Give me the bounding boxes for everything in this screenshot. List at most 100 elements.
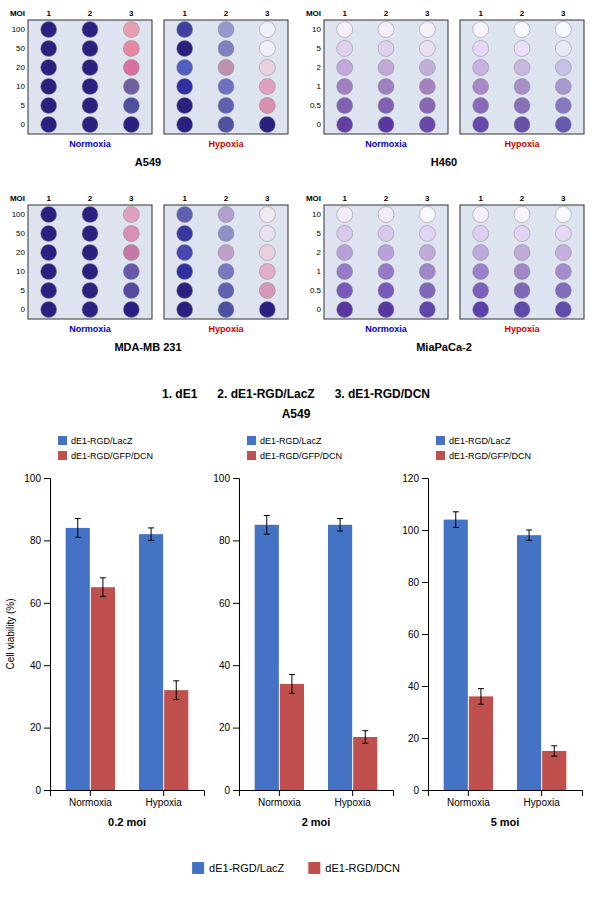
plate-column-label: 2 <box>88 9 93 18</box>
error-bar-stem <box>151 528 152 540</box>
plate-column-label: 1 <box>46 9 51 18</box>
error-bar-cap <box>75 537 81 538</box>
chart-subtitle: A549 <box>282 407 311 421</box>
plate-panel: MOI10050201050123Normoxia123HypoxiaMDA-M… <box>10 194 288 353</box>
well <box>378 60 394 76</box>
well <box>41 22 57 38</box>
axis-line <box>240 791 394 797</box>
well <box>123 22 139 38</box>
well <box>218 60 234 76</box>
plate-row-label: 2 <box>317 63 322 72</box>
well <box>177 264 193 280</box>
well <box>555 207 571 223</box>
plate-row-label: 10 <box>16 267 25 276</box>
well <box>473 245 489 261</box>
error-bar-cap <box>362 730 368 731</box>
axis-line <box>51 791 205 797</box>
y-tick: 20 <box>219 722 239 733</box>
plate-panel: MOI105210.50123Normoxia123HypoxiaMiaPaCa… <box>306 194 584 353</box>
error-bar-cap <box>100 596 106 597</box>
error-bar-cap <box>478 688 484 689</box>
well <box>337 283 353 299</box>
plate-row-label: 20 <box>16 63 25 72</box>
well <box>473 98 489 114</box>
legend-swatch <box>58 436 67 445</box>
plate-panel: MOI105210.50123Normoxia123HypoxiaH460 <box>306 9 584 168</box>
axis-line <box>422 479 429 791</box>
bar <box>255 525 279 790</box>
y-tick: 80 <box>219 535 239 546</box>
well <box>218 79 234 95</box>
bar <box>139 534 163 790</box>
well <box>82 60 98 76</box>
well <box>259 98 275 114</box>
well <box>514 207 530 223</box>
plate-row-label: 0 <box>317 305 322 314</box>
legend-label: dE1-RGD/GFP/DCN <box>260 451 342 461</box>
well <box>419 283 435 299</box>
well <box>419 79 435 95</box>
plate-column-label: 3 <box>265 194 270 203</box>
tick-label: Hypoxia <box>146 797 183 808</box>
well <box>82 226 98 242</box>
error-bar-stem <box>529 530 530 540</box>
well <box>473 41 489 57</box>
tick-mark <box>44 603 50 604</box>
y-tick: 60 <box>408 629 428 640</box>
legend-label: dE1-RGD/DCN <box>325 862 400 874</box>
plate-condition-label: Hypoxia <box>504 324 540 334</box>
well <box>337 207 353 223</box>
error-bar <box>337 519 343 531</box>
tick-mark <box>44 665 50 666</box>
well <box>177 79 193 95</box>
well <box>177 245 193 261</box>
tick-mark <box>233 665 239 666</box>
well <box>514 283 530 299</box>
plate-row-header: MOI <box>10 9 25 18</box>
bar <box>66 528 90 790</box>
plate-column-label: 1 <box>46 194 51 203</box>
x-axis: Normoxia Hypoxia <box>51 790 205 808</box>
legend-label: dE1-RGD/GFP/DCN <box>449 451 531 461</box>
tick-label: 0 <box>35 785 41 796</box>
well <box>259 207 275 223</box>
plate-column-label: 1 <box>182 9 187 18</box>
plate-row-header: MOI <box>10 194 25 203</box>
error-bar <box>264 515 270 534</box>
well <box>41 117 57 133</box>
well <box>378 41 394 57</box>
tick-label: 20 <box>30 722 42 733</box>
well <box>514 22 530 38</box>
x-tick: Hypoxia <box>524 790 561 808</box>
axis-line <box>44 479 51 791</box>
error-bar-cap <box>148 527 154 528</box>
well <box>337 302 353 318</box>
plate-row-label: 5 <box>317 229 322 238</box>
well <box>41 98 57 114</box>
plate-row-label: 5 <box>21 101 26 110</box>
error-bar-cap <box>173 680 179 681</box>
well <box>473 264 489 280</box>
y-tick: 60 <box>30 598 50 609</box>
well <box>378 302 394 318</box>
tick-label: 0 <box>413 785 419 796</box>
well <box>378 283 394 299</box>
x-tick: Hypoxia <box>146 790 183 808</box>
y-tick: 0 <box>413 785 428 796</box>
error-bar-stem <box>291 675 292 694</box>
tick-label: Normoxia <box>69 797 112 808</box>
legend-swatch <box>247 436 256 445</box>
well <box>177 60 193 76</box>
error-bar-cap <box>100 577 106 578</box>
bar <box>542 751 566 790</box>
plate-condition-label: Hypoxia <box>208 324 244 334</box>
legend-swatch <box>436 451 445 460</box>
plate-row-label: 5 <box>21 286 26 295</box>
well <box>419 226 435 242</box>
error-bar <box>551 746 557 756</box>
tick-label: 80 <box>408 577 420 588</box>
well <box>337 245 353 261</box>
plate-column-label: 3 <box>425 9 430 18</box>
well <box>123 226 139 242</box>
x-tick: Hypoxia <box>335 790 372 808</box>
